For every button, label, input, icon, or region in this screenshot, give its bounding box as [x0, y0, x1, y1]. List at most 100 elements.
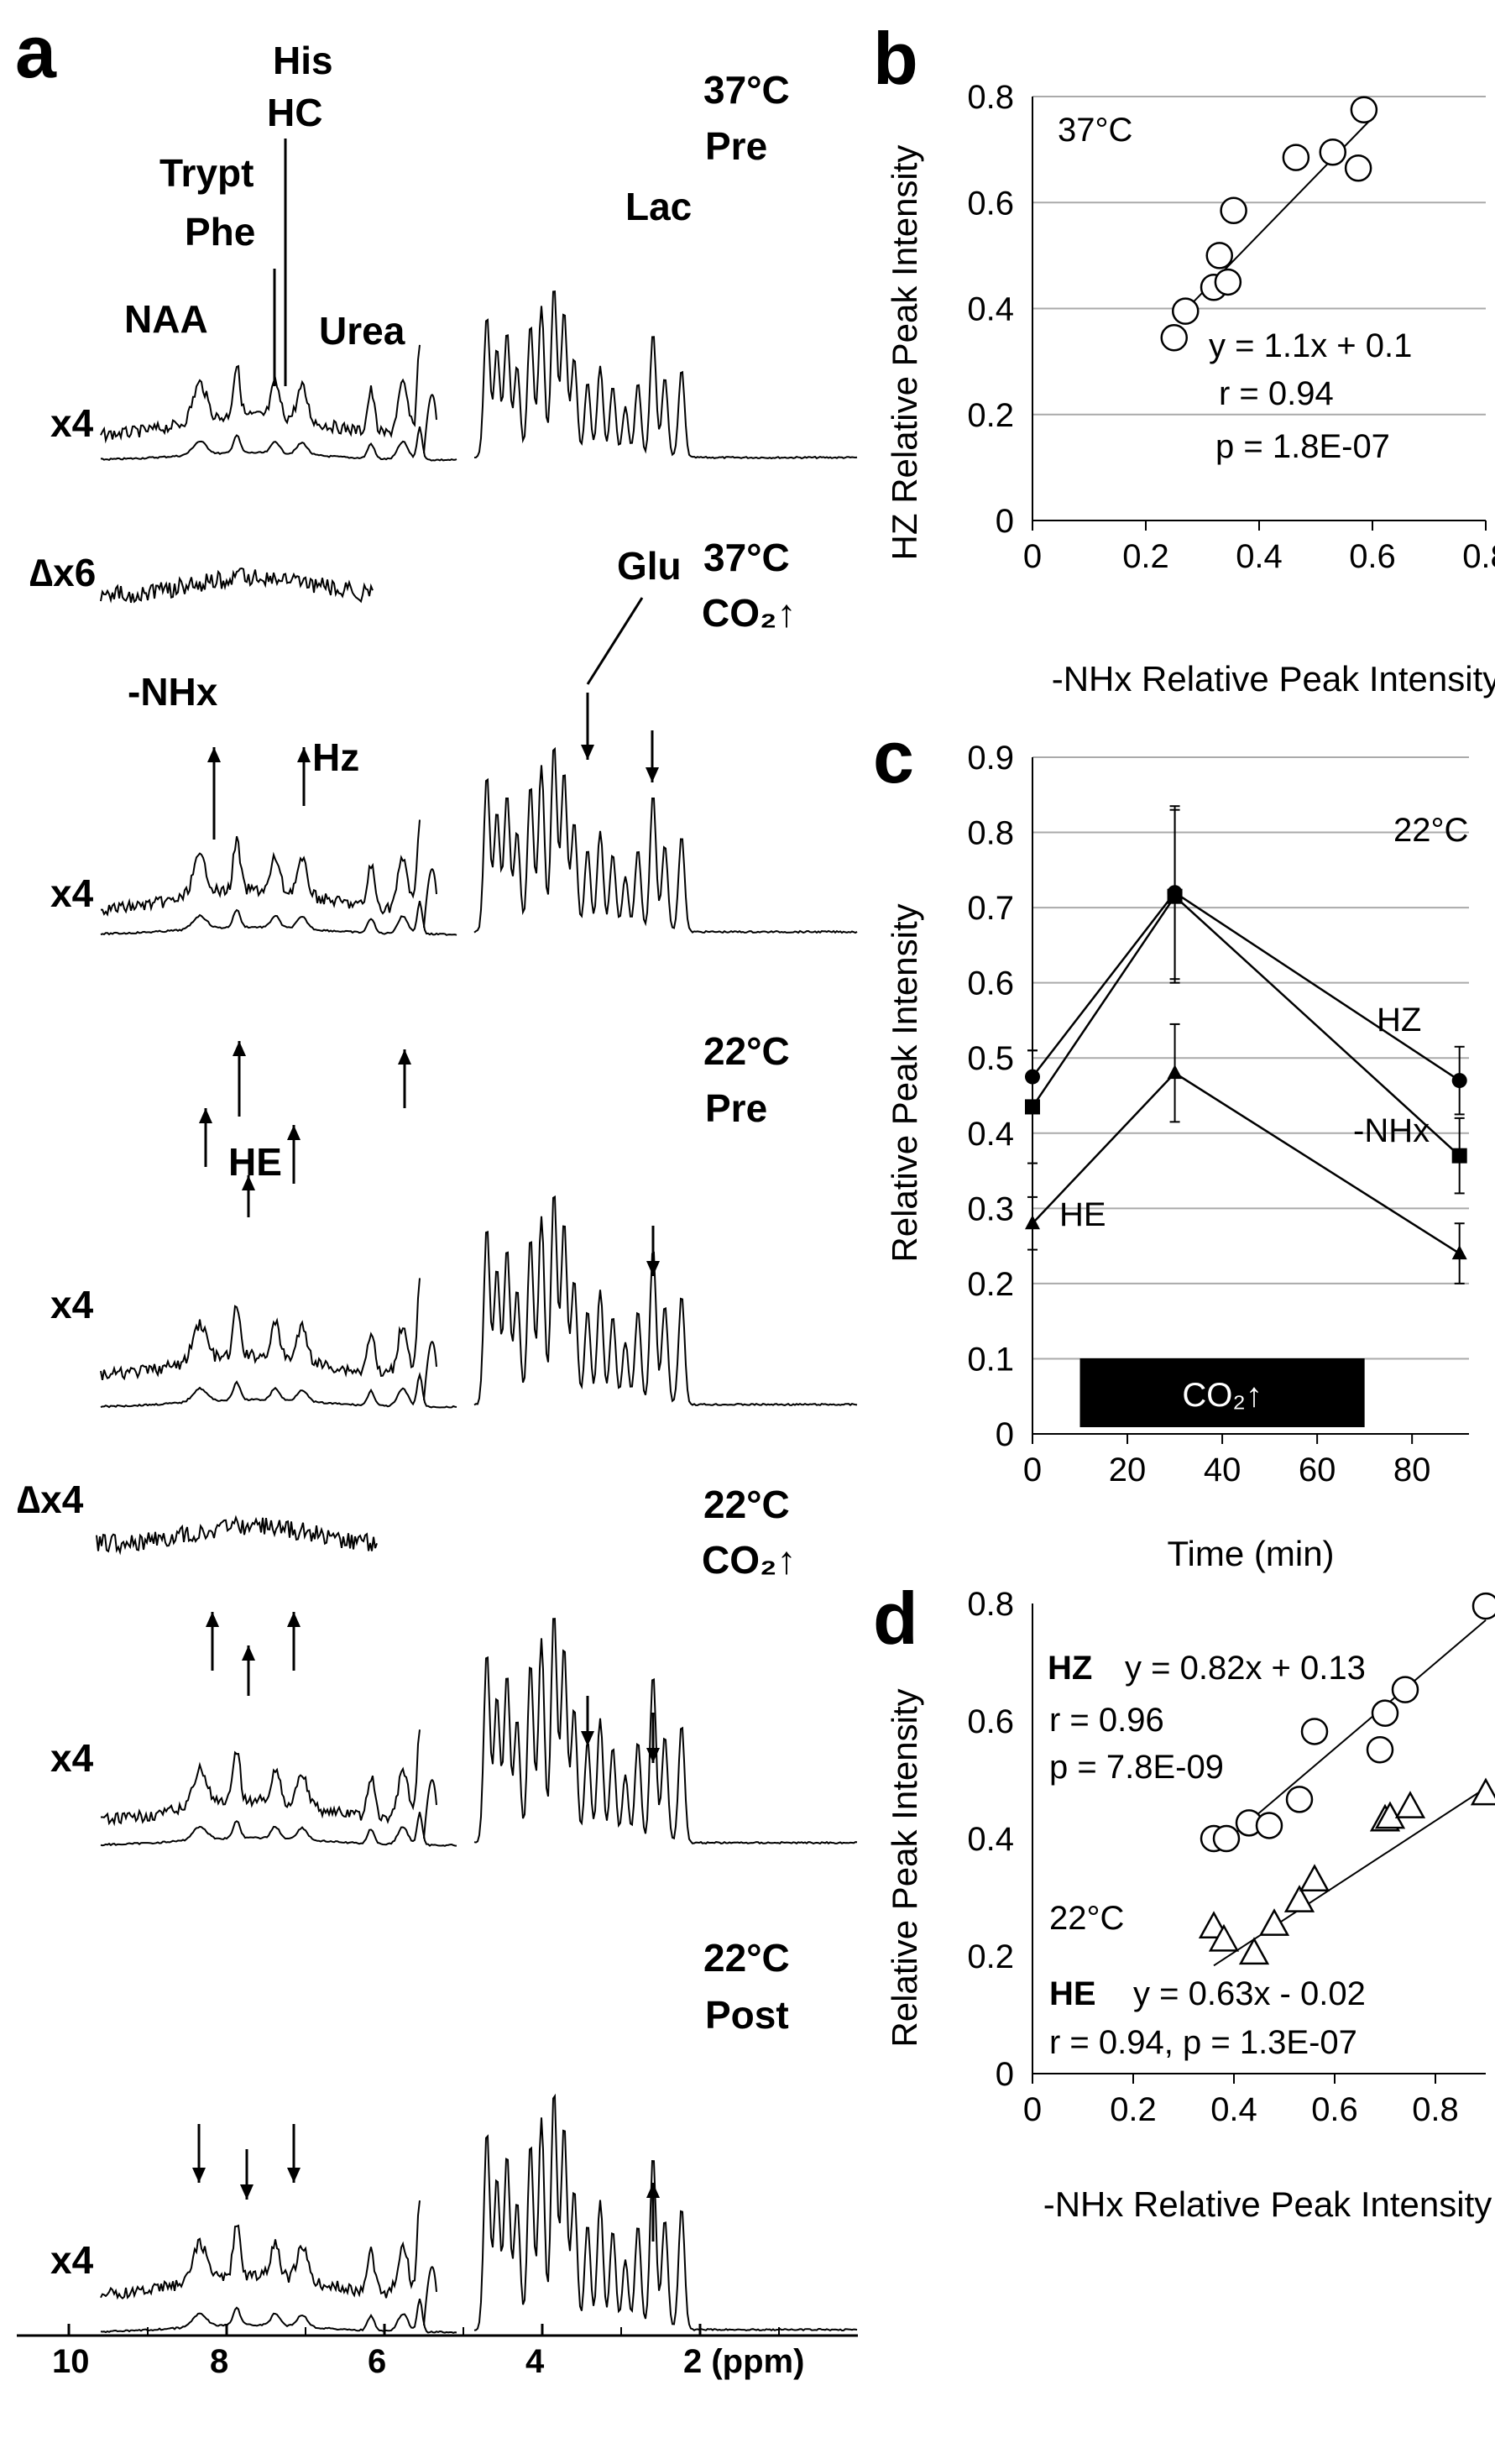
row2-delta: ∆x6	[29, 551, 96, 594]
x-tick-label: 0.8	[1412, 2091, 1459, 2128]
row5-temp: 22°C	[703, 1936, 790, 1980]
x-tick-label: 20	[1109, 1452, 1147, 1488]
spectrum-lowscale-trace	[100, 900, 457, 936]
data-point	[1160, 323, 1188, 352]
peak-label-he: HE	[228, 1140, 282, 1184]
data-point	[1350, 96, 1378, 124]
y-tick-label: 0.5	[967, 1040, 1014, 1077]
co2-bar	[1079, 1358, 1365, 1427]
ppm-tick-label: 8	[210, 2343, 228, 2380]
data-point	[1220, 196, 1247, 224]
data-point-hz	[1371, 1699, 1399, 1727]
row5-scale: x4	[50, 2238, 94, 2282]
chart-title: 22°C	[1049, 1900, 1124, 1937]
y-tick-label: 0.9	[967, 740, 1014, 777]
he-r-p: r = 0.94, p = 1.3E-07	[1049, 2024, 1357, 2061]
arrow-up-nhx-22pre-head	[199, 1108, 212, 1123]
arrow-down-lac-head	[646, 767, 659, 782]
spectrum-aliphatic-trace	[473, 2093, 858, 2332]
spectrum-x4-trace	[100, 2200, 421, 2300]
panel-d-letter: d	[873, 1577, 918, 1660]
x-tick-label: 0.8	[1462, 538, 1495, 575]
data-point-hz	[1366, 1735, 1394, 1764]
y-tick-label: 0.8	[967, 1586, 1014, 1623]
row2-cond: CO₂↑	[702, 591, 796, 635]
water-residual-trace	[423, 394, 437, 454]
data-point-hz	[1212, 1824, 1241, 1853]
arrow-down-glu-head	[581, 745, 594, 760]
data-point-hz	[1255, 1812, 1283, 1839]
arrow-up-he-22pre-head	[242, 1175, 255, 1190]
data-point	[1205, 242, 1233, 269]
y-tick-label: 0.1	[967, 1341, 1014, 1378]
fit-annotation: y = 1.1x + 0.1	[1209, 327, 1412, 364]
he-label: HE	[1049, 1975, 1096, 2012]
y-tick-label: 0.2	[967, 1938, 1014, 1975]
x-tick-label: 0	[1023, 2091, 1042, 2128]
marker-triangle	[1025, 1215, 1040, 1230]
x-tick-label: 0.4	[1236, 538, 1283, 575]
x-tick-label: 60	[1299, 1452, 1336, 1488]
data-point	[1282, 144, 1310, 171]
y-tick-label: 0.6	[967, 1703, 1014, 1740]
arrow-up-lac-post-head	[646, 2183, 660, 2198]
panel-a-letter: a	[15, 10, 57, 93]
series-label-nhx: -NHx	[1353, 1112, 1430, 1149]
marker-square	[1025, 1099, 1040, 1115]
y-tick-label: 0	[996, 2056, 1014, 2093]
data-point	[1214, 268, 1242, 296]
water-residual-trace	[423, 2266, 437, 2326]
peak-label-naa: NAA	[124, 297, 208, 341]
row4-delta: ∆x4	[17, 1478, 84, 1521]
data-point-hz	[1285, 1786, 1314, 1813]
y-tick-label: 0.4	[967, 1116, 1014, 1153]
hz-label: HZ	[1048, 1650, 1092, 1687]
y-tick-label: 0.4	[967, 291, 1014, 328]
spectrum-aliphatic-trace	[473, 1195, 858, 1406]
row4-scale: x4	[50, 1736, 94, 1780]
he-equation: y = 0.63x - 0.02	[1133, 1975, 1366, 2012]
marker-circle	[1451, 1073, 1467, 1089]
arrow-up-hz-22co2-head	[287, 1612, 301, 1627]
glu-pointer	[586, 597, 644, 685]
x-tick-label: 40	[1204, 1452, 1241, 1488]
fit-line	[1213, 1787, 1487, 1967]
y-tick-label: 0.7	[967, 890, 1014, 927]
panel-c-letter: c	[873, 715, 914, 798]
spectrum-aliphatic-trace	[473, 746, 858, 934]
y-axis-label: Relative Peak Intensity	[885, 1688, 924, 2047]
co2-bar-label: CO₂↑	[1182, 1377, 1262, 1414]
x-tick-label: 80	[1393, 1452, 1431, 1488]
arrow-up-urea-22pre-head	[398, 1049, 411, 1065]
spectrum-lowscale-trace	[101, 426, 457, 462]
data-point-he	[1258, 1908, 1290, 1936]
spectrum-aliphatic-trace	[473, 1618, 858, 1845]
fit-annotation: r = 0.94	[1219, 375, 1334, 412]
hz-r: r = 0.96	[1049, 1702, 1164, 1739]
arrow-down-he-post-head	[240, 2184, 254, 2200]
marker-square	[1167, 888, 1183, 904]
ppm-tick-label: 4	[525, 2343, 545, 2380]
spectra-traces	[96, 290, 858, 2334]
data-point	[1172, 297, 1200, 325]
peak-label-nhx: -NHx	[128, 670, 218, 714]
data-point-he	[1470, 1777, 1495, 1806]
data-point-he	[1208, 1923, 1240, 1952]
peak-label-his: His	[273, 39, 333, 82]
marker-triangle	[1451, 1245, 1467, 1260]
row2-temp: 37°C	[703, 536, 790, 579]
y-axis-label: Relative Peak Intensity	[885, 903, 924, 1262]
spectrum-lowscale-trace	[100, 1812, 457, 1847]
fit-annotation: p = 1.8E-07	[1215, 428, 1390, 465]
spectrum-lowscale-trace	[100, 2298, 457, 2334]
series-line	[1032, 891, 1461, 1082]
arrow-up-arom-22pre-head	[233, 1041, 246, 1056]
row2-scale: x4	[50, 871, 94, 915]
row4-temp: 22°C	[703, 1483, 790, 1526]
hz-equation: y = 0.82x + 0.13	[1125, 1650, 1366, 1687]
spectrum-x4-trace	[101, 1729, 421, 1827]
x-axis-label: Time (min)	[1167, 1534, 1334, 1573]
y-tick-label: 0.6	[967, 965, 1014, 1002]
hz-p: p = 7.8E-09	[1049, 1749, 1224, 1786]
ppm-axis-ticks: 10 8 6 4 2 (ppm)	[52, 2324, 804, 2380]
